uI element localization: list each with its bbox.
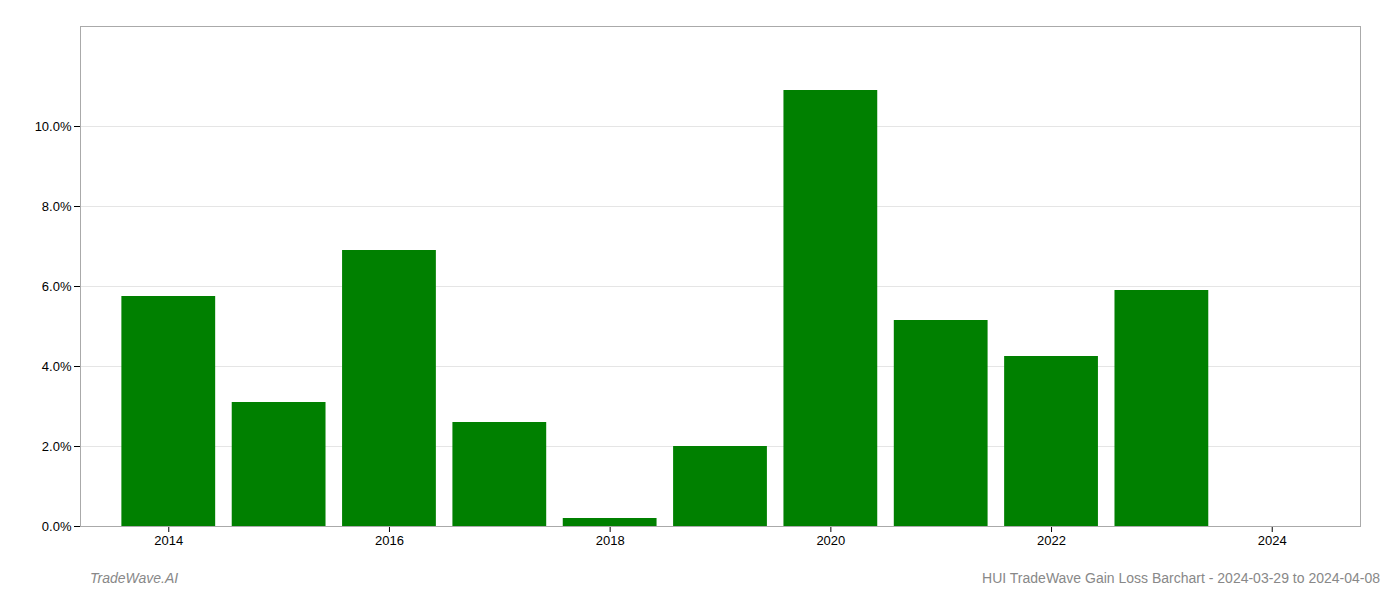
svg-text:10.0%: 10.0% xyxy=(35,119,72,134)
svg-text:2014: 2014 xyxy=(154,533,183,548)
svg-text:6.0%: 6.0% xyxy=(42,279,72,294)
svg-text:8.0%: 8.0% xyxy=(42,199,72,214)
svg-text:2020: 2020 xyxy=(816,533,845,548)
html-text:TradeWave.AI: TradeWave.AI xyxy=(90,570,179,586)
svg-text:2024: 2024 xyxy=(1258,533,1287,548)
svg-text:2018: 2018 xyxy=(596,533,625,548)
svg-text:2022: 2022 xyxy=(1037,533,1066,548)
svg-text:4.0%: 4.0% xyxy=(42,359,72,374)
html-text:HUI TradeWave Gain Loss Barcha: HUI TradeWave Gain Loss Barchart - 2024-… xyxy=(982,570,1380,586)
svg-text:2016: 2016 xyxy=(375,533,404,548)
svg-text:0.0%: 0.0% xyxy=(42,519,72,534)
svg-text:2.0%: 2.0% xyxy=(42,439,72,454)
